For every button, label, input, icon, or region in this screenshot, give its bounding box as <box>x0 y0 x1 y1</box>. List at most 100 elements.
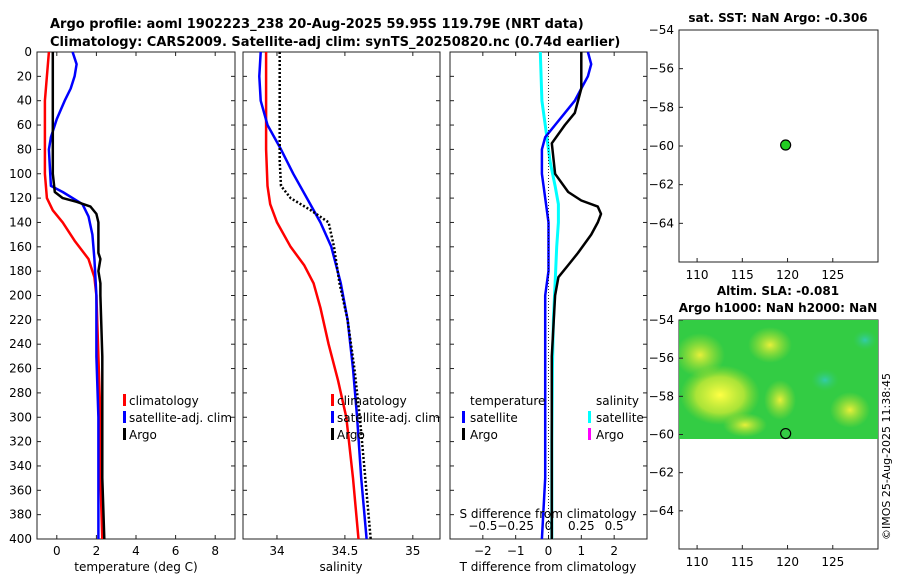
x-tick-label: 120 <box>776 268 799 282</box>
series-line-satellite-adj-clim <box>47 51 100 539</box>
y-tick-label: −54 <box>649 23 674 37</box>
legend-swatch-climatology <box>123 394 126 406</box>
y-tick-label: 340 <box>9 459 32 473</box>
sst-map-title: sat. SST: NaN Argo: -0.306 <box>688 11 867 25</box>
legend-label-t-argo: Argo <box>470 428 498 442</box>
legend-swatch-t-satellite <box>462 411 465 423</box>
x-tick-label: 35 <box>405 544 420 558</box>
x-tick-label: 115 <box>731 555 754 569</box>
figure-title-line1: Argo profile: aoml 1902223_238 20-Aug-20… <box>50 17 584 32</box>
x-tick-label: 2 <box>93 544 101 558</box>
sla-heatmap-field <box>679 320 878 439</box>
difference-top-xlabel: S difference from climatology <box>460 507 637 521</box>
legend-swatch-climatology <box>331 394 334 406</box>
y-tick-label: 220 <box>9 313 32 327</box>
x-tick-label: 125 <box>821 268 844 282</box>
x-tick-label: 34.5 <box>332 544 359 558</box>
y-tick-label: 300 <box>9 410 32 424</box>
legend-swatch-argo <box>123 428 126 440</box>
sla-field-blob <box>723 413 767 437</box>
legend-swatch-s-argo <box>588 428 591 440</box>
y-tick-label: 160 <box>9 240 32 254</box>
salinity-legend: climatology satellite-adj. clim Argo <box>331 394 440 442</box>
top-x-tick-label: 0.5 <box>605 519 624 533</box>
y-tick-label: 360 <box>9 483 32 497</box>
y-tick-label: 40 <box>17 94 32 108</box>
y-tick-label: −64 <box>649 504 674 518</box>
sla-map-panel: Altim. SLA: -0.081 Argo h1000: NaN h2000… <box>649 284 879 569</box>
x-tick-label: −2 <box>474 544 492 558</box>
x-tick-label: 0 <box>53 544 61 558</box>
y-tick-label: −62 <box>649 466 674 480</box>
y-tick-label: −64 <box>649 216 674 230</box>
y-tick-label: −60 <box>649 139 674 153</box>
legend-swatch-s-satellite <box>588 411 591 423</box>
legend-label-climatology: climatology <box>337 394 407 408</box>
x-tick-label: 1 <box>578 544 586 558</box>
imos-timestamp-label: ©IMOS 25-Aug-2025 11:38:45 <box>880 373 893 540</box>
argo-location-marker <box>780 139 792 151</box>
top-x-tick-label: 0.25 <box>568 519 595 533</box>
legend-label-argo: Argo <box>129 428 157 442</box>
y-tick-label: 80 <box>17 142 32 156</box>
figure-title-line2: Climatology: CARS2009. Satellite-adj cli… <box>50 35 620 50</box>
series-line-climatology <box>264 52 360 540</box>
series-line-satellite-adj-clim <box>258 51 368 540</box>
y-tick-label: −58 <box>649 389 674 403</box>
difference-legend: temperature satellite Argo salinity sate… <box>462 394 644 442</box>
sla-field-blob <box>764 380 796 420</box>
series-line-climatology <box>43 51 104 540</box>
legend-swatch-t-argo <box>462 428 465 440</box>
y-tick-label: 20 <box>17 69 32 83</box>
y-tick-label: 400 <box>9 532 32 546</box>
x-tick-label: 4 <box>132 544 140 558</box>
sst-axes-box <box>678 29 879 263</box>
y-tick-label: −54 <box>649 313 674 327</box>
y-tick-label: −60 <box>649 428 674 442</box>
sla-field-blob <box>811 369 839 391</box>
y-tick-label: 260 <box>9 362 32 376</box>
legend-label-t-satellite: satellite <box>470 411 518 425</box>
legend-label-s-satellite: satellite <box>596 411 644 425</box>
argo-location-marker <box>780 427 792 440</box>
y-tick-label: −56 <box>649 351 674 365</box>
legend-swatch-satellite <box>123 411 126 423</box>
x-tick-label: 120 <box>776 555 799 569</box>
series-line-t-argo <box>550 52 603 539</box>
sla-field-blob <box>830 392 870 428</box>
x-tick-label: 34 <box>269 544 284 558</box>
series-line-argo <box>278 52 372 540</box>
sla-map-title-line1: Altim. SLA: -0.081 <box>717 284 839 298</box>
x-tick-label: −1 <box>507 544 525 558</box>
top-x-tick-label: −0.25 <box>497 519 534 533</box>
x-tick-label: 115 <box>731 268 754 282</box>
y-tick-label: 280 <box>9 386 32 400</box>
salinity-xlabel: salinity <box>319 560 362 574</box>
x-tick-label: 125 <box>821 555 844 569</box>
x-tick-label: 110 <box>686 555 709 569</box>
legend-header-temperature: temperature <box>470 394 545 408</box>
sla-field-blob <box>680 365 760 425</box>
y-tick-label: 180 <box>9 264 32 278</box>
y-tick-label: 200 <box>9 289 32 303</box>
y-tick-label: −56 <box>649 62 674 76</box>
sla-field-blob <box>853 330 877 350</box>
legend-label-satellite: satellite-adj. clim <box>129 411 232 425</box>
difference-xlabel: T difference from climatology <box>459 560 637 574</box>
y-tick-label: 120 <box>9 191 32 205</box>
temperature-legend: climatology satellite-adj. clim Argo <box>123 394 232 442</box>
temperature-axes-box <box>36 51 236 540</box>
legend-header-salinity: salinity <box>596 394 639 408</box>
y-tick-label: 380 <box>9 508 32 522</box>
legend-swatch-argo <box>331 428 334 440</box>
sst-map-panel: sat. SST: NaN Argo: -0.306 −54 −56 −58 −60 −… <box>649 11 879 282</box>
temperature-profile-panel: 0204060801001201401601802002202402602803… <box>9 45 236 574</box>
y-tick-label: 100 <box>9 167 32 181</box>
series-line-argo <box>51 52 106 540</box>
sla-field-blob <box>748 327 792 363</box>
y-tick-label: 0 <box>24 45 32 59</box>
x-tick-label: 110 <box>686 268 709 282</box>
difference-profile-panel: −2 −1 0 1 2 −0.5 −0.25 0 0.25 0.5 T difference f… <box>449 51 648 574</box>
y-tick-label: 60 <box>17 118 32 132</box>
sla-field-blob <box>679 333 725 377</box>
